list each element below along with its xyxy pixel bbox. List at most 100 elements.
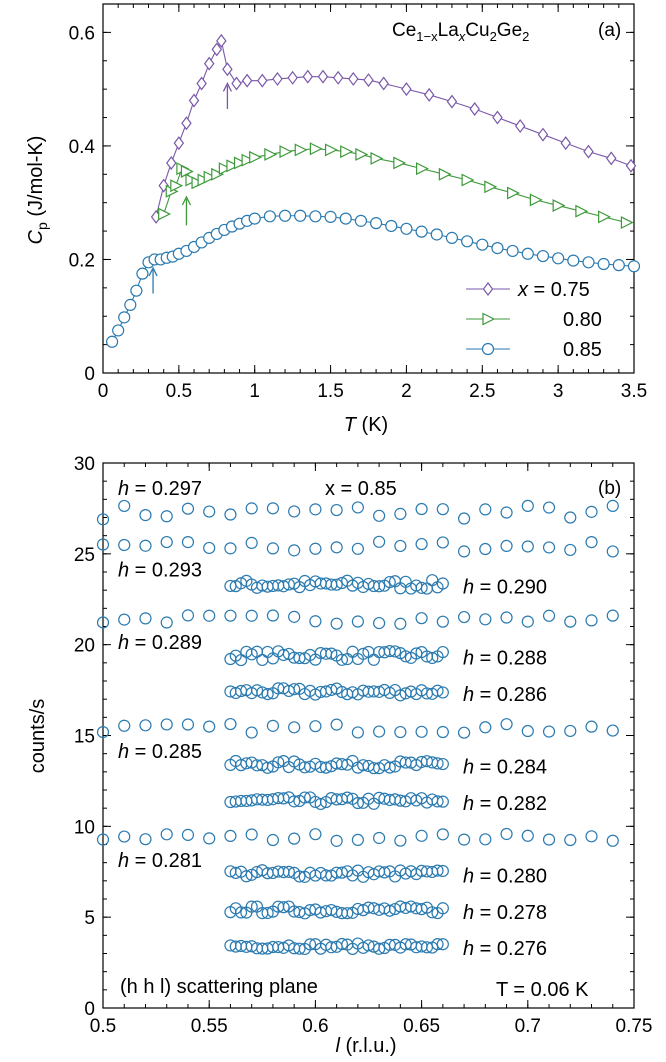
- data-point: [415, 502, 428, 516]
- data-point: [431, 795, 444, 808]
- data-point: [469, 102, 480, 117]
- data-point: [266, 609, 280, 622]
- data-point: [585, 536, 598, 549]
- data-point: [351, 796, 364, 810]
- data-point: [96, 538, 110, 551]
- y-tick-label: 10: [74, 817, 95, 838]
- data-point: [303, 938, 317, 951]
- data-point: [430, 228, 443, 241]
- data-point: [542, 541, 556, 554]
- data-point: [332, 70, 344, 85]
- data-point: [266, 833, 280, 847]
- panel-b-temperature-label: T = 0.06 K: [496, 979, 589, 1001]
- data-point: [436, 725, 449, 739]
- h-label: h = 0.285: [118, 741, 202, 763]
- data-point: [288, 610, 301, 623]
- data-point: [537, 127, 549, 142]
- data-point: [302, 69, 314, 84]
- data-point: [354, 214, 368, 227]
- data-point: [218, 162, 232, 176]
- data-point: [351, 501, 364, 514]
- data-point: [309, 720, 322, 733]
- data-point: [582, 256, 595, 269]
- data-point: [415, 581, 428, 594]
- data-point: [256, 653, 269, 667]
- data-point: [330, 578, 343, 591]
- data-point: [426, 574, 439, 587]
- data-point: [484, 180, 498, 194]
- data-point: [373, 509, 386, 522]
- data-point: [357, 647, 370, 660]
- data-point: [394, 539, 407, 553]
- data-point: [118, 499, 131, 513]
- data-point: [479, 542, 492, 556]
- data-point: [346, 645, 359, 658]
- data-point: [181, 609, 195, 622]
- data-point: [241, 153, 255, 167]
- data-point: [224, 717, 237, 731]
- data-point: [400, 222, 413, 235]
- y-tick-label: 0.4: [69, 137, 96, 158]
- data-point: [231, 76, 242, 91]
- data-point: [136, 267, 149, 280]
- x-tick-label: 0.65: [403, 1016, 440, 1037]
- data-point: [394, 617, 407, 630]
- panel-a-frame: [102, 3, 635, 374]
- data-point: [314, 797, 327, 811]
- data-point: [266, 502, 280, 515]
- data-point: [521, 615, 534, 628]
- data-point: [325, 647, 338, 660]
- data-point: [261, 687, 274, 701]
- panel-b-sample-label: x = 0.85: [325, 478, 397, 500]
- data-point: [369, 217, 383, 230]
- panel-b-ticks: 0.5 0.55 0.6 0.65 0.7 0.75 0 5 10 15 20 25 30: [74, 454, 653, 1037]
- x-tick-label: 1.5: [317, 381, 343, 402]
- data-point: [181, 828, 195, 841]
- data-point: [118, 538, 131, 552]
- data-point: [330, 503, 343, 517]
- data-point: [351, 542, 364, 555]
- data-point: [393, 156, 407, 170]
- data-point: [294, 143, 308, 157]
- data-point: [521, 540, 534, 553]
- data-point: [367, 653, 380, 666]
- data-point: [383, 761, 396, 774]
- data-point: [426, 651, 439, 665]
- data-point: [245, 828, 258, 841]
- y-tick-label: 0.2: [69, 250, 95, 271]
- series-x-0.80: [158, 142, 634, 230]
- data-point: [211, 167, 225, 181]
- data-point: [166, 155, 177, 170]
- scan-0.284: [224, 754, 449, 775]
- data-point: [542, 501, 556, 514]
- legend-marker: [482, 312, 496, 326]
- data-point: [506, 244, 519, 258]
- h-label: h = 0.288: [463, 648, 547, 670]
- x-tick-label: 2: [401, 381, 412, 402]
- data-point: [160, 535, 173, 549]
- data-point: [266, 542, 280, 555]
- data-point: [529, 193, 543, 207]
- panel-b-neutron-counts: 0.5 0.55 0.6 0.65 0.7 0.75 0 5 10 15 20 25 30 h = 0.…: [27, 454, 652, 1057]
- data-point: [612, 259, 625, 272]
- data-point: [160, 718, 173, 731]
- data-point: [500, 611, 513, 624]
- data-point: [416, 162, 429, 176]
- data-point: [245, 900, 258, 913]
- y-tick-label: 0: [84, 364, 95, 385]
- data-point: [106, 335, 119, 348]
- data-point: [288, 832, 301, 845]
- data-point: [373, 616, 386, 630]
- data-point: [139, 612, 152, 625]
- data-point: [203, 170, 217, 184]
- h-label: h = 0.282: [463, 793, 547, 815]
- panel-b-y-axis-label: counts/s: [27, 699, 49, 773]
- data-point: [170, 179, 184, 193]
- data-point: [293, 870, 306, 883]
- data-point: [373, 831, 386, 845]
- data-point: [181, 718, 195, 731]
- legend-label: x = 0.75: [517, 279, 590, 301]
- data-point: [240, 870, 253, 883]
- data-point: [394, 725, 407, 739]
- h-label: h = 0.290: [463, 577, 547, 599]
